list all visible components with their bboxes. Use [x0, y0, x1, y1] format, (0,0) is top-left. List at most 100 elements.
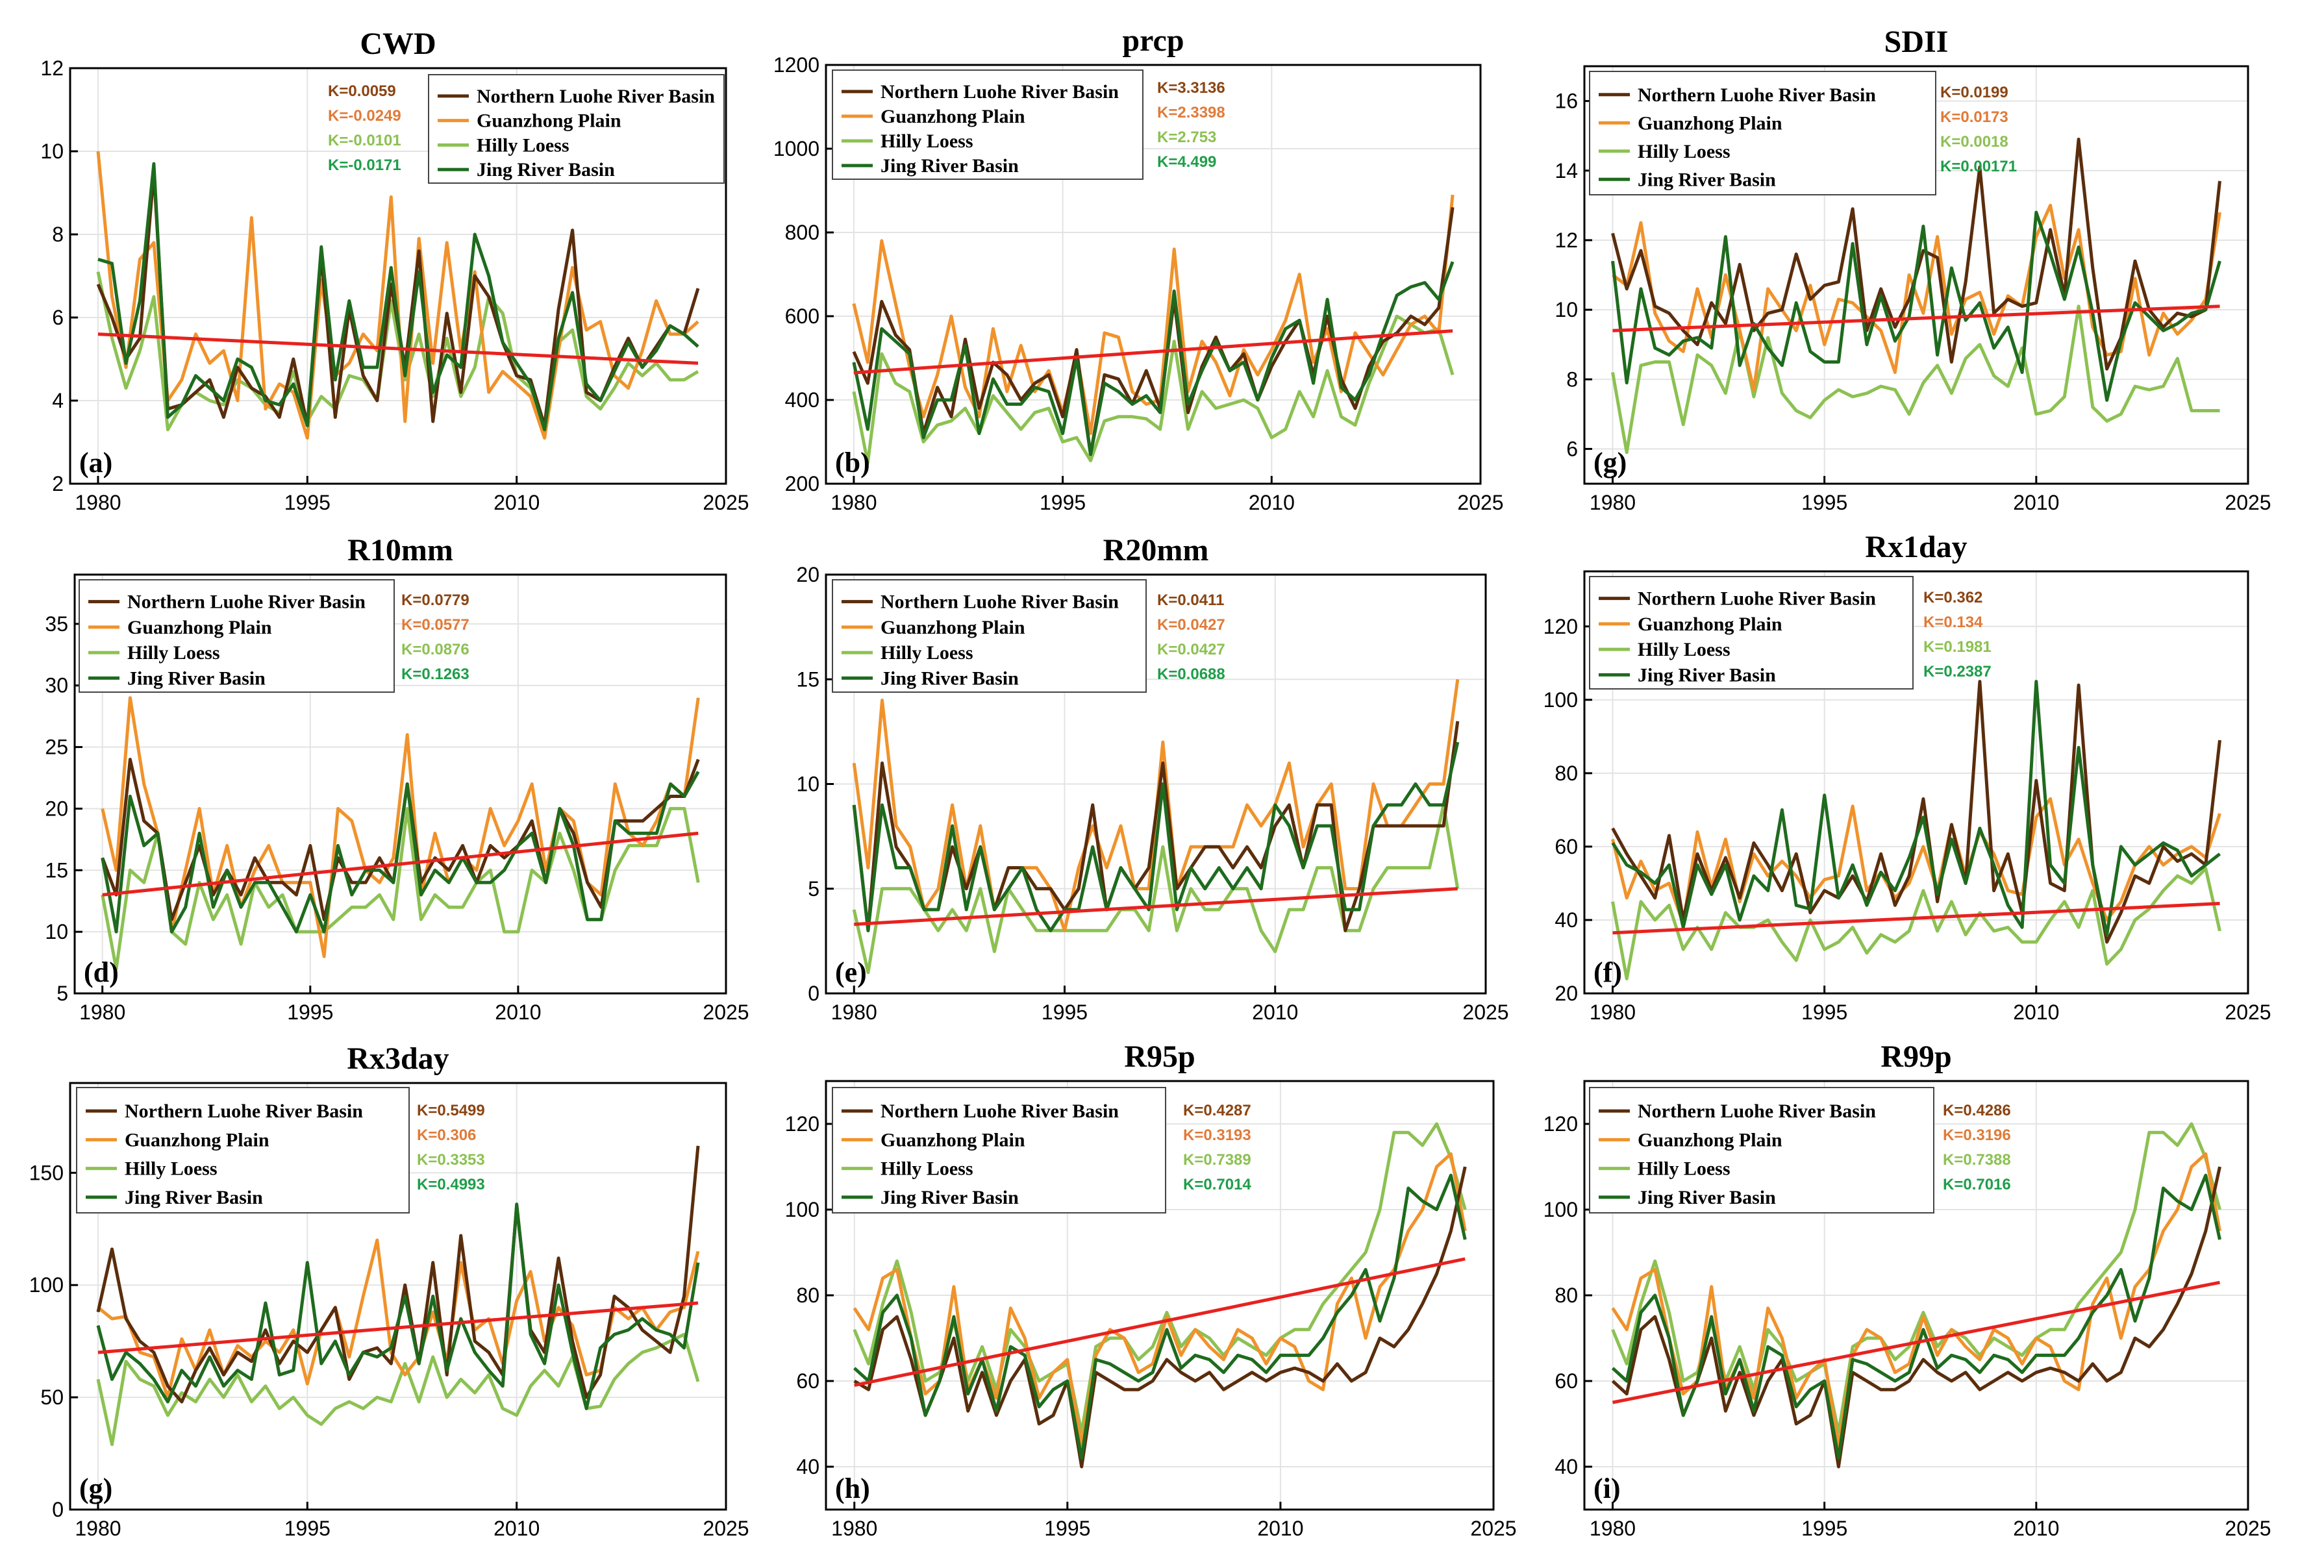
trend-line — [1612, 305, 2220, 332]
y-tick-label: 800 — [785, 221, 819, 244]
series-line-guanzhong-plain — [101, 696, 700, 958]
legend-entry: Jing River Basin — [1638, 664, 1776, 686]
plot-frame — [825, 64, 1482, 485]
k-value-label: K=4.499 — [1157, 153, 1216, 171]
legend-entry: Jing River Basin — [881, 667, 1019, 689]
legend-entry: Jing River Basin — [477, 159, 615, 180]
x-tick-label: 2010 — [1252, 1001, 1298, 1024]
x-tick-label: 2025 — [2225, 491, 2271, 514]
y-tick-label: 120 — [785, 1112, 819, 1136]
y-tick-label: 10 — [1555, 298, 1578, 321]
panel-label: (g) — [79, 1473, 112, 1504]
legend-entry: Northern Luohe River Basin — [881, 81, 1119, 103]
y-tick-label: 25 — [45, 736, 68, 759]
x-tick-label: 1995 — [287, 1001, 333, 1024]
trend-line — [1612, 1280, 2220, 1404]
y-tick-label: 12 — [1555, 229, 1578, 252]
y-tick-label: 100 — [29, 1273, 64, 1297]
legend-entry: Hilly Loess — [125, 1158, 218, 1180]
y-tick-label: 16 — [1555, 90, 1578, 113]
k-value-label: K=0.0059 — [328, 82, 396, 100]
panel-label: (a) — [79, 447, 112, 479]
legend-entry: Hilly Loess — [881, 131, 973, 152]
k-value-label: K=-0.0249 — [328, 107, 401, 125]
series-line-hilly-loess — [852, 314, 1455, 465]
legend-entry: Jing River Basin — [127, 667, 266, 689]
x-tick-label: 1995 — [1801, 1001, 1847, 1024]
x-tick-label: 2025 — [1457, 491, 1503, 514]
y-tick-label: 0 — [808, 982, 819, 1005]
k-value-label: K=0.7016 — [1943, 1176, 2011, 1193]
y-tick-label: 600 — [785, 305, 819, 328]
y-tick-label: 20 — [1555, 982, 1578, 1005]
x-tick-label: 1995 — [1801, 491, 1847, 514]
x-tick-label: 1980 — [75, 491, 121, 514]
y-tick-label: 6 — [52, 306, 64, 329]
series-line-northern-luohe-river-basin — [1611, 1166, 2221, 1469]
k-value-label: K=0.3193 — [1183, 1126, 1251, 1144]
x-tick-label: 1995 — [1040, 491, 1086, 514]
panel-label: (d) — [84, 956, 119, 988]
y-tick-label: 1200 — [773, 53, 819, 77]
legend-entry: Hilly Loess — [127, 642, 220, 664]
chart-panel-sdii: 1980 1995 2010 2025 6 8 10 12 14 16 SDII (g) Norther… — [1555, 25, 2271, 514]
x-tick-label: 2010 — [2013, 1517, 2059, 1540]
series-line-jing-river-basin — [101, 771, 700, 934]
legend-entry: Northern Luohe River Basin — [1638, 1101, 1876, 1122]
series-line-guanzhong-plain — [1611, 797, 2221, 926]
series-line-hilly-loess — [1611, 867, 2221, 980]
y-tick-label: 60 — [1555, 835, 1578, 858]
chart-title: R10mm — [347, 533, 453, 567]
k-value-label: K=0.0173 — [1940, 108, 2008, 126]
y-tick-label: 10 — [45, 920, 68, 943]
x-tick-label: 2025 — [1462, 1001, 1508, 1024]
x-tick-label: 1980 — [1590, 1001, 1636, 1024]
x-tick-label: 1980 — [1590, 491, 1636, 514]
chart-panel-cwd: 1980 1995 2010 2025 2 4 6 8 10 12 CWD (a) Northern L… — [40, 27, 749, 514]
chart-title: CWD — [360, 27, 436, 61]
legend-entry: Northern Luohe River Basin — [1638, 588, 1876, 610]
legend-entry: Guanzhong Plain — [881, 1129, 1025, 1151]
series-line-jing-river-basin — [1611, 1173, 2221, 1460]
k-value-label: K=-0.0101 — [328, 132, 401, 149]
y-tick-label: 10 — [40, 140, 64, 163]
y-tick-label: 150 — [29, 1161, 64, 1184]
legend-box — [832, 579, 1147, 693]
x-tick-label: 1995 — [284, 1517, 331, 1540]
legend-entry: Guanzhong Plain — [1638, 614, 1782, 635]
x-tick-label: 1995 — [1044, 1517, 1090, 1540]
legend-box — [79, 579, 395, 693]
x-tick-label: 2010 — [2013, 1001, 2059, 1024]
k-value-label: K=0.0018 — [1940, 133, 2008, 151]
chart-title: R20mm — [1103, 533, 1209, 567]
y-tick-label: 4 — [52, 389, 64, 412]
x-tick-label: 2025 — [703, 1001, 749, 1024]
y-tick-label: 60 — [1555, 1369, 1578, 1393]
chart-panel-r95p: 1980 1995 2010 2025 40 60 80 100 120 R95p (h) North… — [785, 1039, 1517, 1540]
legend-entry: Hilly Loess — [1638, 1158, 1731, 1180]
x-tick-label: 1995 — [284, 491, 331, 514]
legend-box — [1589, 71, 1936, 195]
x-tick-label: 1995 — [1801, 1517, 1847, 1540]
legend-entry: Hilly Loess — [881, 642, 973, 664]
chart-title: R99p — [1880, 1039, 1951, 1074]
legend-entry: Jing River Basin — [881, 155, 1019, 177]
trend-line — [853, 329, 1453, 375]
panel-label: (i) — [1593, 1473, 1621, 1504]
legend-entry: Guanzhong Plain — [881, 617, 1025, 638]
y-tick-label: 80 — [1555, 762, 1578, 785]
legend-entry: Guanzhong Plain — [125, 1129, 269, 1151]
legend-box — [1589, 576, 1914, 690]
k-value-label: K=0.7388 — [1943, 1151, 2011, 1169]
chart-panel-rx3day: 1980 1995 2010 2025 0 50 100 150 Rx3day (g) Northe… — [29, 1041, 749, 1540]
series-line-northern-luohe-river-basin — [852, 206, 1455, 456]
y-tick-label: 100 — [1543, 1198, 1578, 1221]
k-value-label: K=0.0427 — [1157, 616, 1225, 634]
series-line-jing-river-basin — [97, 162, 699, 432]
x-tick-label: 2010 — [494, 491, 540, 514]
plot-frame — [1583, 570, 2249, 995]
chart-title: prcp — [1122, 23, 1184, 58]
panel-label: (g) — [1593, 447, 1627, 479]
y-tick-label: 1000 — [773, 137, 819, 160]
